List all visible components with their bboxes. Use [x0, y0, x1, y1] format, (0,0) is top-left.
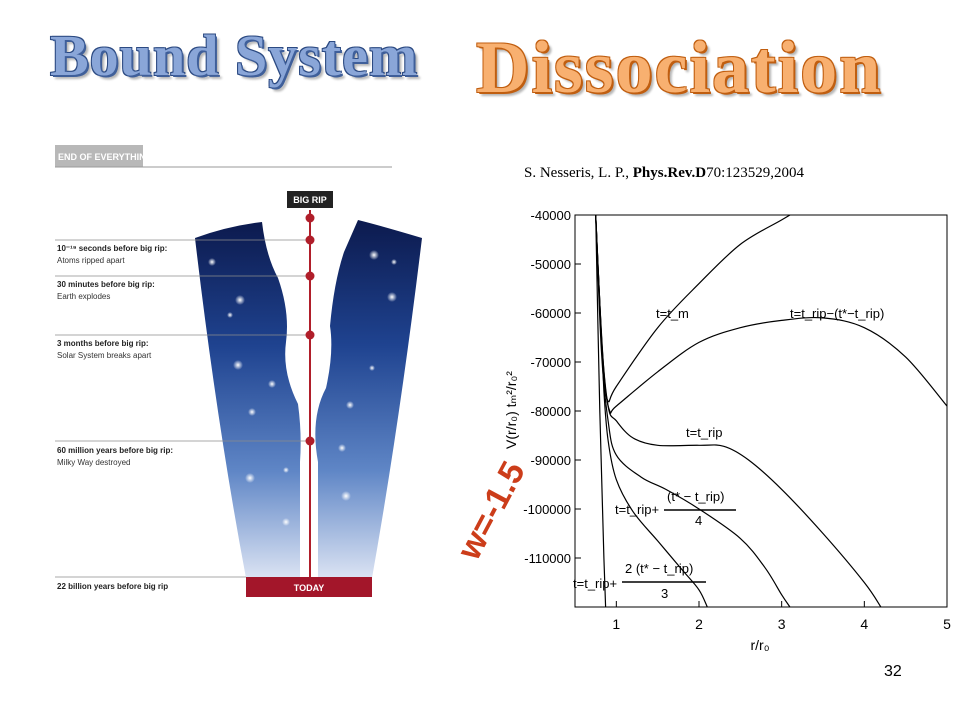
potential-curve-5: [595, 215, 708, 607]
annot-trip-minus: t=t_rip−(t*−t_rip): [790, 306, 884, 321]
cosmos-left: [195, 222, 301, 578]
event-5-title: 22 billion years before big rip: [57, 582, 168, 591]
annot-trip: t=t_rip: [686, 425, 723, 440]
today-bar: [246, 577, 372, 597]
y-tick-label: -60000: [531, 306, 571, 321]
potential-curve-6: [595, 215, 607, 607]
y-tick-label: -50000: [531, 257, 571, 272]
timeline-events: [55, 239, 310, 578]
event-3-desc: Solar System breaks apart: [57, 351, 152, 360]
timeline-marker-milky-way: [305, 436, 315, 446]
chart-curves: [595, 215, 947, 607]
event-1-desc: Atoms ripped apart: [57, 256, 125, 265]
event-1-title: 10⁻¹⁹ seconds before big rip:: [57, 244, 167, 253]
potential-curve-2: [595, 215, 947, 414]
timeline-marker-solar: [305, 330, 315, 340]
event-2-title: 30 minutes before big rip:: [57, 280, 155, 289]
illus-header-bar: [55, 145, 143, 167]
y-tick-label: -70000: [531, 355, 571, 370]
chart-ticks: -40000 -50000 -60000 -70000 -80000 -90000 -100…: [523, 208, 951, 632]
citation-authors: S. Nesseris, L. P.,: [524, 165, 633, 181]
y-tick-label: -90000: [531, 453, 571, 468]
page-number: 32: [884, 663, 902, 680]
event-3-title: 3 months before big rip:: [57, 339, 149, 348]
y-tick-label: -40000: [531, 208, 571, 223]
y-tick-label: -110000: [524, 551, 571, 566]
x-tick-label: 1: [612, 616, 620, 632]
big-rip-label: BIG RIP: [293, 195, 327, 205]
potential-curve-4: [595, 215, 791, 607]
x-tick-label: 5: [943, 616, 951, 632]
annot-tm: t=t_m: [656, 306, 689, 321]
star-field: [208, 250, 397, 526]
x-tick-label: 2: [695, 616, 703, 632]
dissociation-title: Dissociation: [476, 27, 883, 109]
chart-xlabel: r/r₀: [750, 637, 769, 653]
potential-curve-1: [595, 215, 792, 403]
citation-ref: 70:123529,2004: [706, 165, 805, 181]
annot-trip-plus23-num: 2 (t* − t_rip): [625, 561, 693, 576]
citation-journal: Phys.Rev.D: [632, 165, 707, 181]
annot-trip-plus4-den: 4: [695, 513, 702, 528]
y-tick-label: -80000: [531, 404, 571, 419]
chart-plot-area: [574, 214, 948, 608]
cosmos-right: [315, 220, 422, 578]
chart-ylabel: V(r/r₀) tₘ²/r₀²: [503, 371, 519, 449]
x-tick-label: 4: [860, 616, 868, 632]
citation: S. Nesseris, L. P., Phys.Rev.D70:123529,…: [524, 165, 804, 182]
illus-header: END OF EVERYTHING: [58, 152, 153, 162]
big-rip-box: [287, 191, 333, 208]
event-4-desc: Milky Way destroyed: [57, 458, 131, 467]
annot-trip-plus4-num: (t* − t_rip): [667, 489, 724, 504]
event-2-desc: Earth explodes: [57, 292, 110, 301]
bound-system-title: Bound System: [50, 23, 419, 88]
timeline-marker-rip: [305, 213, 315, 223]
annot-trip-plus23-left: t=t_rip+: [573, 576, 617, 591]
annot-trip-plus4-left: t=t_rip+: [615, 502, 659, 517]
y-tick-label: -100000: [523, 502, 571, 517]
annot-trip-plus23-den: 3: [661, 586, 668, 601]
timeline-marker-earth: [305, 271, 315, 281]
potential-curve-3: [595, 215, 882, 607]
today-label: TODAY: [294, 583, 325, 593]
timeline-marker-atoms: [305, 235, 315, 245]
x-tick-label: 3: [778, 616, 786, 632]
event-4-title: 60 million years before big rip:: [57, 446, 173, 455]
